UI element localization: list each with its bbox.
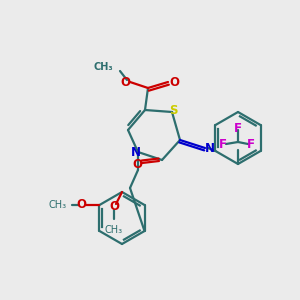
Text: CH₃: CH₃ [93,62,113,72]
Text: O: O [76,199,86,212]
Text: O: O [169,76,179,88]
Text: S: S [169,104,177,118]
Text: N: N [205,142,215,154]
Text: O: O [132,158,142,170]
Text: F: F [234,122,242,134]
Text: N: N [131,146,141,160]
Text: CH₃: CH₃ [105,225,123,235]
Text: F: F [247,137,255,151]
Text: CH₃: CH₃ [48,200,67,210]
Text: O: O [109,200,119,212]
Text: F: F [219,137,227,151]
Text: O: O [120,76,130,88]
